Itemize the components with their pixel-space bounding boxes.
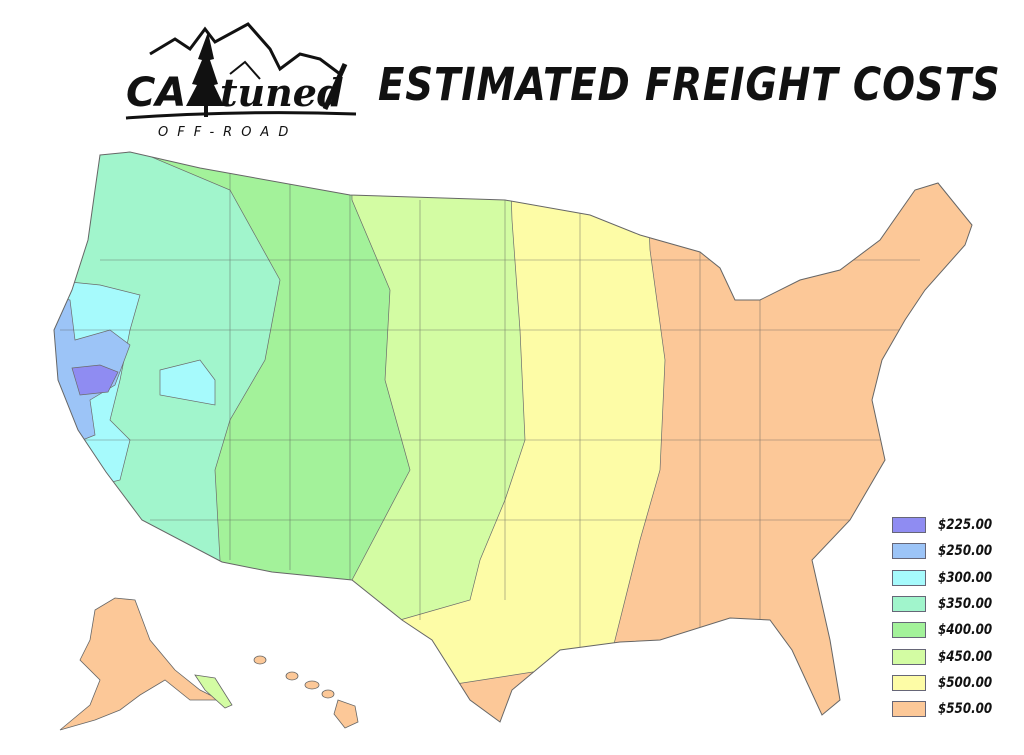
legend-label: $450.00 — [938, 648, 993, 665]
hawaii — [253, 655, 359, 729]
legend-swatch — [892, 622, 926, 639]
legend-item: $450.00 — [892, 643, 1002, 669]
zone-300-nv — [159, 359, 216, 406]
legend-item: $300.00 — [892, 565, 1002, 591]
legend-item: $250.00 — [892, 538, 1002, 564]
ca-tuned-logo: CA tuned OFF-ROAD — [125, 22, 357, 140]
legend-label: $225.00 — [938, 517, 993, 534]
legend-swatch — [892, 543, 926, 560]
legend-swatch — [892, 648, 926, 665]
legend-item: $350.00 — [892, 591, 1002, 617]
legend-item: $400.00 — [892, 617, 1002, 643]
legend-label: $300.00 — [938, 569, 993, 586]
legend-item: $500.00 — [892, 670, 1002, 696]
legend-label: $550.00 — [938, 701, 993, 718]
legend-item: $550.00 — [892, 696, 1002, 722]
legend-swatch — [892, 596, 926, 613]
legend: $225.00 $250.00 $300.00 $350.00 $400.00 … — [892, 512, 1002, 722]
legend-label: $400.00 — [938, 622, 993, 639]
legend-label: $350.00 — [938, 596, 993, 613]
legend-label: $500.00 — [938, 674, 993, 691]
svg-text:CA: CA — [126, 70, 186, 116]
page-title: ESTIMATED FREIGHT COSTS — [378, 58, 1001, 111]
legend-label: $250.00 — [938, 543, 993, 560]
alaska-panhandle — [194, 674, 233, 709]
legend-swatch — [892, 517, 926, 534]
legend-swatch — [892, 569, 926, 586]
zone-225 — [71, 364, 119, 396]
legend-item: $225.00 — [892, 512, 1002, 538]
legend-swatch — [892, 701, 926, 718]
legend-swatch — [892, 674, 926, 691]
alaska — [59, 597, 221, 731]
svg-text:OFF-ROAD: OFF-ROAD — [158, 125, 297, 140]
